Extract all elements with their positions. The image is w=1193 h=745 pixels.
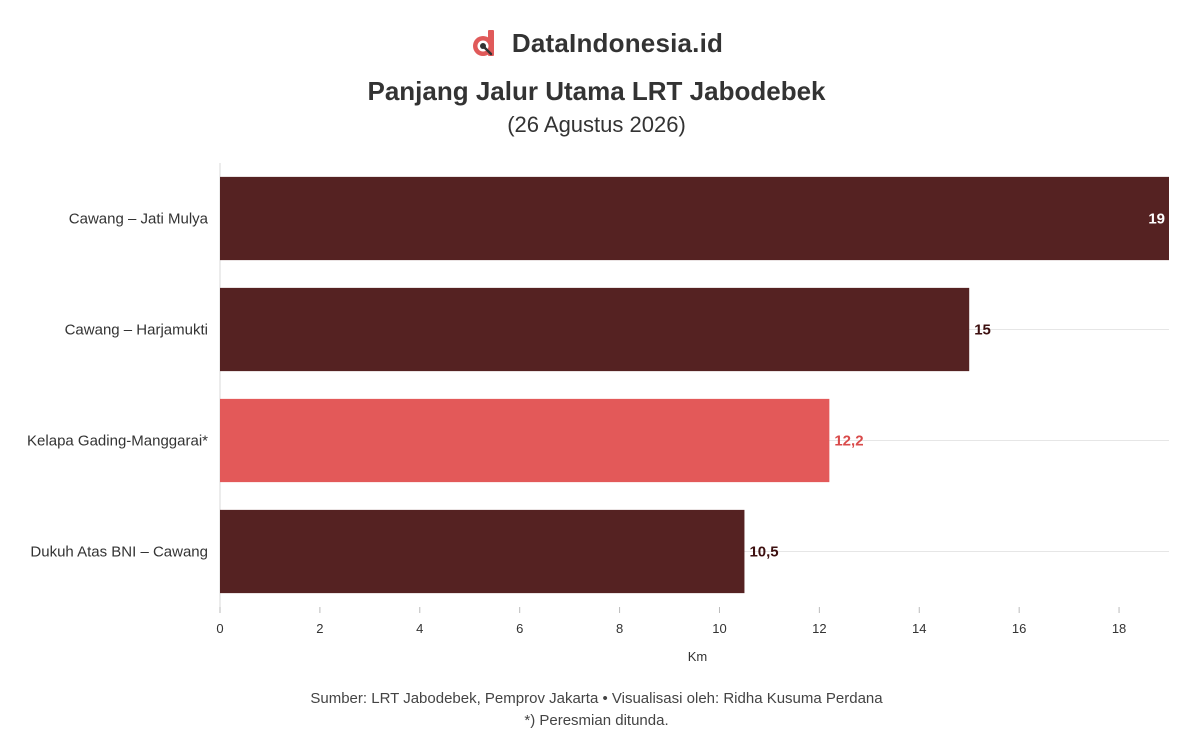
x-tick-label: 12 (812, 621, 826, 636)
category-label: Cawang – Harjamukti (65, 322, 208, 339)
x-tick-label: 0 (216, 621, 223, 636)
x-tick-label: 10 (712, 621, 726, 636)
x-tick-label: 14 (912, 621, 926, 636)
bar (220, 176, 1169, 261)
brand-name: DataIndonesia.id (511, 28, 724, 58)
category-label: Kelapa Gading-Manggarai* (27, 433, 208, 450)
x-tick-label: 8 (616, 621, 623, 636)
bar (220, 287, 970, 372)
x-tick-label: 18 (1112, 621, 1126, 636)
value-label: 12,2 (834, 433, 863, 450)
x-axis-label: Km (688, 649, 708, 664)
bar (220, 509, 745, 594)
x-tick-label: 4 (416, 621, 423, 636)
footnote: *) Peresmian ditunda. (524, 712, 669, 729)
brand-header: DataIndonesia.id (0, 28, 1193, 59)
category-label: Dukuh Atas BNI – Cawang (30, 544, 208, 561)
value-label: 19 (1148, 211, 1165, 228)
x-tick-label: 2 (316, 621, 323, 636)
chart-title: Panjang Jalur Utama LRT Jabodebek (367, 76, 826, 106)
value-label: 15 (974, 322, 991, 339)
chart-subtitle: (26 Agustus 2026) (507, 112, 686, 137)
bar (220, 398, 830, 483)
source-note: Sumber: LRT Jabodebek, Pemprov Jakarta •… (310, 690, 883, 707)
x-tick-label: 16 (1012, 621, 1026, 636)
x-tick-label: 6 (516, 621, 523, 636)
dataindonesia-logo-icon (472, 29, 494, 56)
category-label: Cawang – Jati Mulya (69, 211, 209, 228)
value-label: 10,5 (749, 544, 778, 561)
bar-chart: 0 2 4 6 8 10 12 14 16 18 Km Cawang – Jati Mulya 19 Ca… (27, 163, 1169, 664)
